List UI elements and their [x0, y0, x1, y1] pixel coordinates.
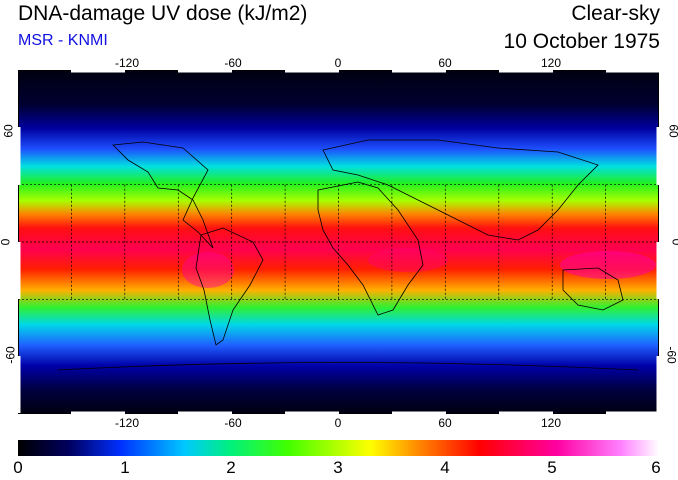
lat-tick-left: -60 — [3, 346, 18, 364]
lon-tick-bottom: 120 — [540, 416, 562, 430]
antarctica-coast — [57, 362, 639, 371]
frame-ticks — [17, 69, 660, 415]
lon-tick-top: -60 — [224, 56, 242, 70]
graticule — [18, 184, 659, 300]
lon-tick-bottom: 60 — [438, 416, 452, 430]
eurasia-coast — [322, 139, 599, 241]
colorbar-label: 0 — [13, 458, 23, 477]
colorbar-label: 5 — [547, 458, 557, 477]
africa-coast — [317, 181, 424, 316]
lat-tick-right: 60 — [666, 124, 678, 138]
colorbar-label: 6 — [651, 458, 661, 477]
australia-coast — [562, 267, 624, 311]
hotspot-africa — [368, 248, 448, 272]
coastlines — [57, 139, 639, 371]
uv-dose-map — [17, 69, 660, 415]
hotspot-andes — [182, 252, 234, 288]
lon-tick-top: -120 — [114, 56, 140, 70]
sky-condition-label: Clear-sky — [571, 2, 660, 25]
lon-tick-top: 60 — [438, 56, 452, 70]
uv-dose-map-canvas — [17, 69, 660, 415]
lat-tick-right: 0 — [670, 239, 678, 246]
lon-tick-top: 0 — [334, 56, 342, 70]
colorbar-label: 4 — [440, 458, 450, 477]
lon-tick-bottom: 0 — [334, 416, 342, 430]
lon-tick-bottom: -120 — [114, 416, 140, 430]
hotspot-indonesia — [560, 251, 656, 279]
lon-tick-top: 120 — [540, 56, 562, 70]
colorbar — [18, 440, 659, 456]
south-america-coast — [195, 227, 264, 346]
map-title: DNA-damage UV dose (kJ/m2) — [18, 2, 308, 25]
colorbar-gradient — [18, 440, 659, 456]
colorbar-label: 3 — [333, 458, 343, 477]
north-america-coast — [112, 141, 214, 249]
lon-tick-bottom: -60 — [224, 416, 242, 430]
colorbar-label: 1 — [120, 458, 130, 477]
lat-tick-left: 60 — [1, 124, 16, 138]
source-label: MSR - KNMI — [18, 32, 108, 49]
lat-tick-left: 0 — [0, 239, 12, 246]
colorbar-label: 2 — [226, 458, 236, 477]
date-label: 10 October 1975 — [503, 30, 660, 53]
lat-tick-right: -60 — [664, 346, 678, 364]
